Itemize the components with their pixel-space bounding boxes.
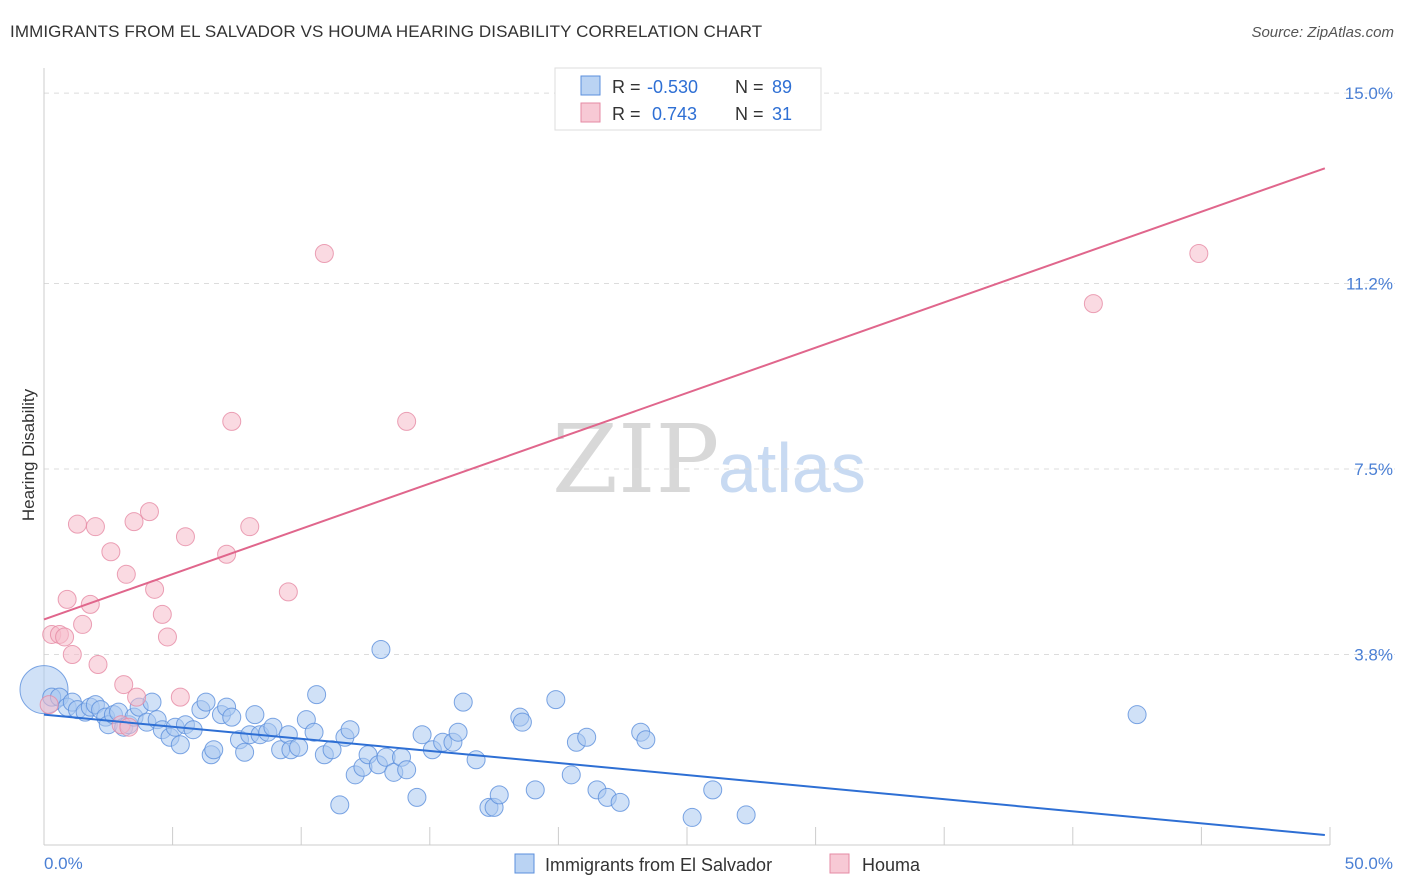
source-label: Source: ZipAtlas.com (1251, 24, 1394, 41)
houma-point (157, 627, 177, 647)
el-salvador-point (546, 690, 566, 710)
houma-point (1083, 294, 1103, 314)
houma-point (124, 512, 144, 532)
el-salvador-point (407, 787, 427, 807)
legend-r-label-pink: R = (612, 104, 641, 124)
houma-point (1189, 243, 1209, 263)
el-salvador-point (204, 740, 224, 760)
el-salvador-point (196, 692, 216, 712)
houma-point (139, 502, 159, 522)
el-salvador-point (340, 720, 360, 740)
houma-point (170, 687, 190, 707)
houma-point (240, 517, 260, 537)
houma-point (73, 614, 93, 634)
houma-point (39, 695, 59, 715)
el-salvador-point (448, 722, 468, 742)
grid (44, 92, 1395, 656)
bottom-legend: Immigrants from El Salvador Houma (514, 853, 921, 875)
data-points (19, 243, 1209, 827)
watermark: ZIP atlas (552, 405, 866, 515)
y-axis-title: Hearing Disability (19, 388, 38, 521)
el-salvador-point (577, 727, 597, 747)
el-salvador-point (636, 730, 656, 750)
el-salvador-point (466, 750, 486, 770)
houma-point (314, 243, 334, 263)
houma-point (55, 627, 75, 647)
legend-n-label-pink: N = (735, 104, 764, 124)
houma-point (67, 514, 87, 534)
el-salvador-point (453, 692, 473, 712)
el-salvador-point (245, 705, 265, 725)
el-salvador-point (561, 765, 581, 785)
legend-n-value-blue: 89 (772, 77, 792, 97)
watermark-zip: ZIP (552, 405, 719, 515)
el-salvador-point (289, 737, 309, 757)
houma-point (88, 655, 108, 675)
bottom-legend-label-pink: Houma (862, 855, 921, 875)
houma-point (116, 564, 136, 584)
bottom-legend-swatch-blue (514, 853, 535, 874)
houma-point (57, 589, 77, 609)
houma-point (114, 675, 134, 695)
bottom-legend-swatch-pink (829, 853, 850, 874)
el-salvador-point (330, 795, 350, 815)
trend-lines (43, 167, 1326, 836)
el-salvador-point (1127, 705, 1147, 725)
legend-n-value-pink: 31 (772, 104, 792, 124)
chart-title: IMMIGRANTS FROM EL SALVADOR VS HOUMA HEA… (10, 22, 763, 41)
el-salvador-point (489, 785, 509, 805)
el-salvador-point (525, 780, 545, 800)
houma-point (397, 411, 417, 431)
el-salvador-point (397, 760, 417, 780)
el-salvador-point (412, 725, 432, 745)
top-legend: R = -0.530 N = 89 R = 0.743 N = 31 (554, 67, 822, 131)
el-salvador-point (222, 707, 242, 727)
el-salvador-point (307, 685, 327, 705)
houma-point (152, 604, 172, 624)
x-tick-label-max: 50.0% (1345, 854, 1393, 873)
el-salvador-point (304, 722, 324, 742)
legend-swatch-blue (580, 75, 601, 96)
legend-swatch-pink (580, 102, 601, 123)
houma-trend-line (43, 167, 1326, 621)
legend-n-label-blue: N = (735, 77, 764, 97)
legend-r-value-pink: 0.743 (647, 104, 697, 124)
houma-point (80, 594, 100, 614)
legend-r-label-blue: R = (612, 77, 641, 97)
el-salvador-trend-line (43, 713, 1325, 836)
houma-point (278, 582, 298, 602)
y-tick-labels: 3.8% 7.5% 11.2% 15.0% (1345, 84, 1393, 664)
el-salvador-point (235, 742, 255, 762)
watermark-atlas: atlas (718, 429, 866, 507)
el-salvador-point (170, 735, 190, 755)
x-tick-labels: 0.0% 50.0% (44, 854, 1393, 873)
el-salvador-point (736, 805, 756, 825)
el-salvador-point (512, 712, 532, 732)
x-tick-label-min: 0.0% (44, 854, 83, 873)
y-tick-label: 11.2% (1346, 275, 1393, 294)
bottom-legend-label-blue: Immigrants from El Salvador (545, 855, 772, 875)
houma-point (127, 687, 147, 707)
el-salvador-point (682, 807, 702, 827)
y-tick-label: 7.5% (1354, 460, 1393, 479)
houma-point (222, 411, 242, 431)
y-tick-label: 3.8% (1354, 646, 1393, 665)
houma-point (175, 527, 195, 547)
el-salvador-point (610, 792, 630, 812)
houma-point (119, 717, 139, 737)
houma-point (85, 517, 105, 537)
houma-point (101, 542, 121, 562)
houma-point (62, 645, 82, 665)
el-salvador-point (703, 780, 723, 800)
legend-r-value-blue: -0.530 (647, 77, 698, 97)
el-salvador-point (371, 639, 391, 659)
y-tick-label: 15.0% (1345, 84, 1393, 103)
